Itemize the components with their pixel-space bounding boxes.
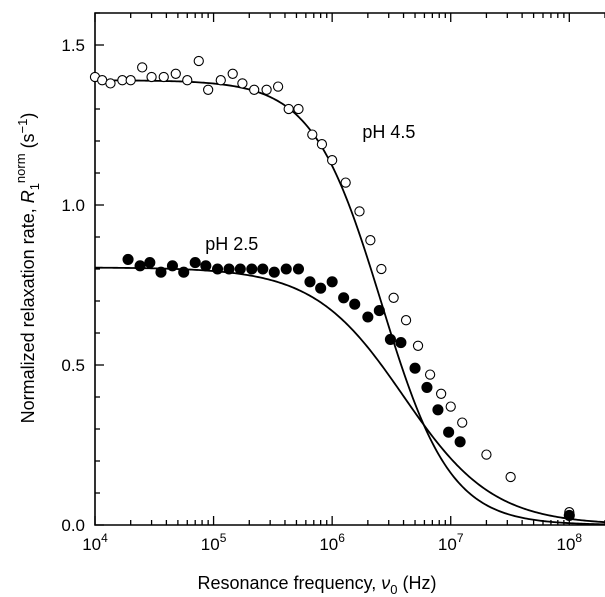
open-data-point [316, 139, 328, 150]
series-labels: pH 4.5 pH 2.5 [205, 122, 415, 254]
filled-data-point [122, 253, 134, 265]
filled-data-point [362, 311, 374, 323]
filled-data-point [395, 337, 407, 349]
filled-data-point [257, 263, 269, 275]
open-data-point [354, 206, 365, 217]
series-label: pH 4.5 [362, 122, 415, 142]
series-label: pH 2.5 [205, 234, 258, 254]
open-data-point [146, 71, 157, 83]
open-data-point [283, 103, 294, 115]
y-tick-label: 1.5 [61, 36, 85, 55]
open-data-point [193, 55, 204, 67]
x-axis-title: Resonance frequency, ν0 (Hz) [197, 573, 436, 597]
filled-data-point [144, 257, 156, 269]
filled-data-point [409, 362, 421, 374]
data-points [89, 55, 575, 521]
y-tick-label: 0.5 [61, 356, 85, 375]
x-tick-label: 104 [82, 531, 108, 554]
open-data-point [170, 68, 181, 79]
filled-data-point [280, 263, 292, 275]
open-data-point [388, 292, 399, 303]
filled-data-point [189, 257, 201, 269]
open-data-point [272, 81, 284, 92]
open-data-point [227, 68, 238, 79]
open-data-point [445, 401, 456, 412]
filled-data-point [432, 404, 444, 416]
open-data-point [182, 75, 193, 86]
filled-data-point [211, 263, 224, 275]
x-tick-label: 107 [438, 531, 464, 554]
open-data-point [137, 62, 148, 73]
filled-data-point [246, 263, 258, 275]
filled-data-point [304, 276, 316, 288]
filled-data-point [421, 381, 433, 393]
open-data-point [505, 471, 516, 483]
filled-data-point [178, 266, 190, 278]
y-tick-label: 0.0 [61, 516, 85, 535]
filled-data-point [292, 263, 305, 275]
filled-data-point [443, 426, 455, 438]
open-data-point [158, 71, 169, 83]
filled-data-point [373, 305, 385, 317]
open-data-point [293, 103, 304, 115]
filled-data-point [454, 436, 466, 448]
open-data-point [307, 129, 318, 140]
filled-data-point [234, 263, 246, 275]
filled-data-point [315, 282, 327, 294]
filled-data-point [223, 263, 235, 275]
open-data-point [249, 84, 260, 95]
y-tick-label: 1.0 [61, 196, 85, 215]
open-data-point [424, 369, 436, 380]
open-data-point [365, 235, 376, 246]
open-data-point [215, 75, 226, 86]
filled-data-point [166, 260, 179, 272]
x-axis: 104 105 106 107 108 [82, 13, 605, 554]
y-axis-title: Normalized relaxation rate, R1norm (s−1) [13, 113, 42, 424]
open-data-point [237, 78, 248, 89]
open-data-point [203, 84, 214, 95]
filled-data-point [384, 333, 396, 345]
open-data-point [376, 263, 387, 275]
open-data-point [340, 177, 351, 188]
open-data-point [457, 417, 468, 428]
open-data-point [412, 340, 424, 351]
x-tick-label: 105 [201, 531, 227, 554]
open-data-point [435, 388, 447, 399]
filled-data-point [338, 292, 350, 304]
open-data-point [327, 155, 338, 166]
open-data-point [261, 84, 272, 95]
x-tick-label: 106 [319, 531, 345, 554]
fit-curve [95, 79, 605, 526]
open-data-point [125, 75, 136, 86]
filled-data-point [155, 266, 167, 278]
filled-data-point [200, 260, 212, 272]
filled-data-point [563, 509, 575, 521]
filled-data-point [134, 260, 146, 272]
x-tick-label: 108 [557, 531, 583, 554]
filled-data-point [326, 276, 338, 288]
filled-data-point [268, 266, 280, 278]
open-data-point [400, 315, 412, 326]
open-data-point [105, 78, 116, 89]
y-axis: 0.0 0.5 1.0 1.5 [61, 12, 104, 535]
filled-data-point [349, 298, 361, 310]
open-data-point [481, 449, 492, 460]
